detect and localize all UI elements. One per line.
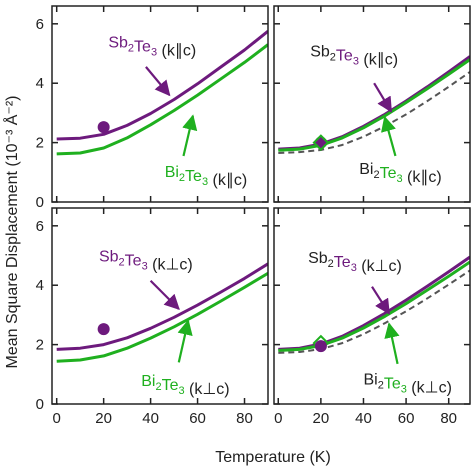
- panel-top-right: Sb2Te3 (k∥c) Bi2Te3 (k∥c): [273, 5, 471, 203]
- x-tick-label: 20: [313, 410, 330, 427]
- y-tick-label: 0: [36, 194, 44, 211]
- annotation-arrow-bi: [182, 114, 198, 157]
- y-axis-title: Mean Square Displacement (10⁻³ Å⁻²): [2, 96, 21, 369]
- y-tick-label: 4: [36, 75, 44, 92]
- data-point-circle: [97, 121, 110, 134]
- series-line: [56, 43, 268, 156]
- series-group: [56, 262, 268, 363]
- x-tick-label: 40: [355, 410, 372, 427]
- series-line: [278, 269, 470, 354]
- series-line: [278, 58, 470, 152]
- x-tick-label: 40: [142, 410, 159, 427]
- y-tick-label: 0: [36, 396, 44, 413]
- data-point-circle: [97, 323, 110, 336]
- panel-frame: [51, 5, 269, 203]
- annotation-arrow-bi: [381, 115, 397, 157]
- annotation-arrow-sb: [371, 286, 390, 315]
- panel-frame: [51, 207, 269, 405]
- panel-frame: [273, 207, 471, 405]
- annotation-sb: Sb2Te3 (k⊥c): [308, 250, 402, 275]
- series-line: [278, 71, 470, 154]
- annotation-sb: Sb2Te3 (k∥c): [310, 43, 398, 68]
- x-tick-label: 80: [440, 410, 457, 427]
- annotation-bi: Bi2Te3 (k∥c): [359, 161, 442, 186]
- annotation-arrow-sb: [145, 66, 171, 97]
- series-group: [278, 55, 470, 154]
- panel-bottom-left: 0 20 40 60 80 0 2 4 6 Sb2Te3 (k⊥c) Bi2Te3 (k⊥c): [36, 207, 269, 427]
- x-tick-label: 0: [274, 410, 282, 427]
- y-tick-label: 6: [36, 16, 44, 33]
- series-line: [278, 260, 470, 352]
- annotation-arrow-bi: [384, 322, 400, 365]
- y-tick-label: 2: [36, 135, 44, 152]
- data-point-circle: [314, 340, 327, 353]
- annotation-bi: Bi2Te3 (k∥c): [165, 164, 248, 189]
- series-line: [278, 55, 470, 151]
- annotation-sb: Sb2Te3 (k∥c): [108, 35, 196, 60]
- x-tick-label: 60: [189, 410, 206, 427]
- x-tick-label: 20: [95, 410, 112, 427]
- annotation-bi: Bi2Te3 (k⊥c): [141, 373, 229, 398]
- series-line: [56, 30, 268, 141]
- x-tick-label: 60: [398, 410, 415, 427]
- panel-bottom-right: 0 20 40 60 80 Sb2Te3 (k⊥c) Bi2Te3 (k⊥c): [273, 207, 471, 427]
- x-tick-label: 80: [236, 410, 253, 427]
- annotation-bi: Bi2Te3 (k⊥c): [363, 372, 451, 397]
- series-group: [278, 255, 470, 354]
- panel-frame: [273, 5, 471, 203]
- x-tick-label: 0: [53, 410, 61, 427]
- annotation-arrow-sb: [373, 82, 393, 113]
- series-line: [56, 262, 268, 351]
- y-tick-label: 2: [36, 337, 44, 354]
- annotation-arrow-bi: [177, 319, 193, 363]
- series-line: [56, 272, 268, 363]
- data-point-diamond: [312, 134, 330, 152]
- annotation-arrow-sb: [149, 279, 180, 311]
- y-tick-label: 4: [36, 277, 44, 294]
- panel-top-left: 0 2 4 6 Sb2Te3 (k∥c) Bi2Te3 (k∥c): [36, 5, 269, 211]
- series-group: [56, 30, 268, 156]
- y-tick-label: 6: [36, 218, 44, 235]
- x-axis-title: Temperature (K): [215, 449, 331, 466]
- annotation-sb: Sb2Te3 (k⊥c): [99, 248, 193, 273]
